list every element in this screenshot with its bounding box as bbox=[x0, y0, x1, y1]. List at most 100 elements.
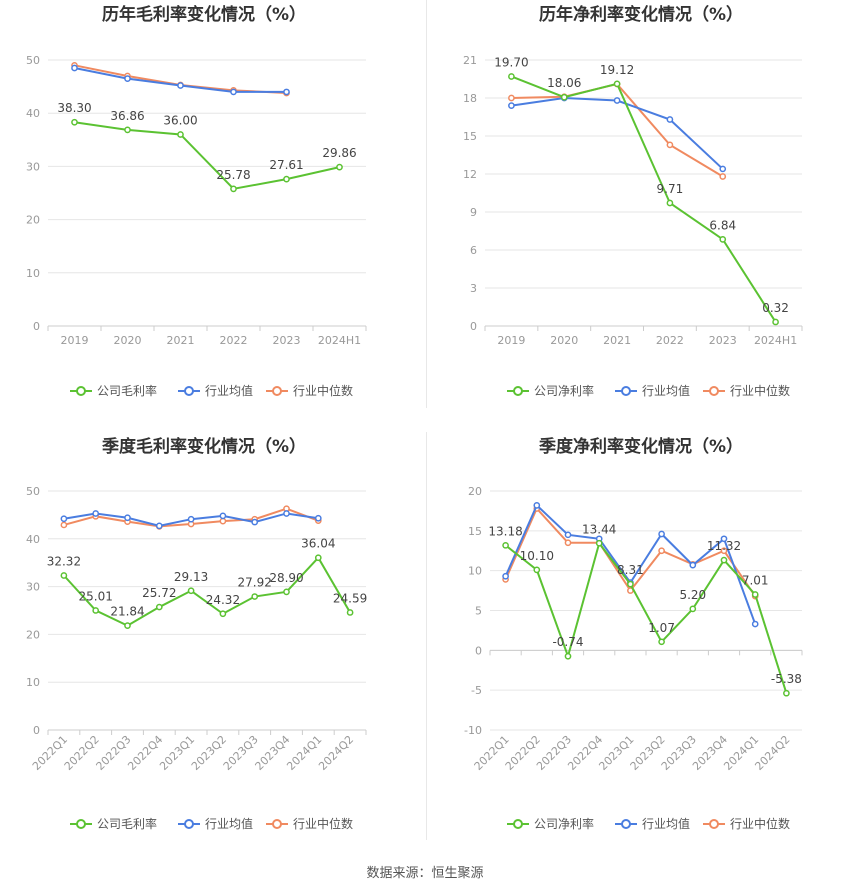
legend-marker-dot bbox=[709, 386, 719, 396]
data-point-industry_avg bbox=[219, 512, 227, 520]
data-label: 25.78 bbox=[216, 168, 250, 182]
y-tick-label: 9 bbox=[470, 206, 477, 219]
x-tick-label: 2024Q2 bbox=[316, 733, 356, 773]
y-tick-label: 20 bbox=[26, 628, 40, 641]
x-tick-label: 2020 bbox=[550, 334, 578, 347]
y-tick-label: 15 bbox=[463, 130, 477, 143]
data-point-company bbox=[155, 603, 163, 611]
data-label: 28.90 bbox=[269, 571, 303, 585]
data-point-industry_median bbox=[564, 539, 572, 547]
legend-marker-dot bbox=[513, 386, 523, 396]
data-point-company bbox=[666, 199, 674, 207]
data-point-industry_avg bbox=[689, 561, 697, 569]
data-point-industry_median bbox=[60, 521, 68, 529]
data-point-company bbox=[564, 652, 572, 660]
y-tick-label: 15 bbox=[468, 525, 482, 538]
data-label: 36.04 bbox=[301, 537, 335, 551]
legend-entry: 行业中位数 bbox=[293, 816, 353, 831]
data-point-industry_avg bbox=[71, 64, 78, 72]
legend-entry: 公司净利率 bbox=[534, 816, 594, 831]
data-point-company bbox=[658, 638, 665, 646]
y-tick-label: 3 bbox=[470, 282, 477, 295]
data-label: 29.13 bbox=[174, 570, 208, 584]
data-point-industry_avg bbox=[283, 510, 290, 517]
x-tick-label: 2021 bbox=[603, 334, 631, 347]
data-point-company bbox=[283, 588, 290, 596]
data-point-industry_median bbox=[658, 547, 665, 555]
y-tick-label: -10 bbox=[464, 724, 482, 737]
data-point-company bbox=[719, 236, 727, 243]
data-label: 10.10 bbox=[520, 549, 554, 563]
data-point-industry_avg bbox=[719, 165, 727, 173]
data-point-company bbox=[689, 605, 697, 613]
x-tick-label: 2023 bbox=[273, 334, 301, 347]
data-point-company bbox=[772, 318, 779, 326]
data-point-company bbox=[627, 580, 634, 588]
y-tick-label: 12 bbox=[463, 168, 477, 181]
legend-entry: 行业均值 bbox=[205, 816, 253, 831]
data-label: 29.86 bbox=[322, 146, 356, 160]
chart-title: 季度毛利率变化情况（%） bbox=[102, 436, 306, 457]
data-label: 6.84 bbox=[709, 218, 736, 232]
data-point-company bbox=[60, 572, 68, 579]
data-point-industry_median bbox=[666, 141, 674, 149]
legend-entry: 行业中位数 bbox=[730, 383, 790, 398]
series-line-company bbox=[74, 121, 340, 190]
data-label: 36.86 bbox=[110, 109, 144, 123]
data-point-company bbox=[508, 73, 515, 80]
data-point-industry_median bbox=[219, 517, 227, 525]
legend-entry: 行业均值 bbox=[642, 383, 690, 398]
data-point-company bbox=[92, 607, 100, 614]
data-point-company bbox=[560, 93, 568, 101]
data-label: 1.07 bbox=[648, 621, 675, 635]
data-label: 32.32 bbox=[47, 555, 81, 569]
chart-title: 季度净利率变化情况（%） bbox=[539, 436, 743, 457]
y-tick-label: 30 bbox=[26, 160, 40, 173]
data-point-company bbox=[230, 185, 237, 193]
y-tick-label: 6 bbox=[470, 244, 477, 257]
legend-marker-dot bbox=[621, 819, 631, 829]
data-point-industry_avg bbox=[124, 75, 131, 82]
data-point-industry_avg bbox=[720, 535, 728, 543]
legend-entry: 公司毛利率 bbox=[97, 383, 157, 398]
y-tick-label: 20 bbox=[26, 214, 40, 227]
x-tick-label: 2023 bbox=[709, 334, 737, 347]
data-label: 19.70 bbox=[494, 55, 528, 69]
legend-marker-dot bbox=[513, 819, 523, 829]
legend-entry: 公司净利率 bbox=[534, 383, 594, 398]
data-point-industry_avg bbox=[187, 515, 195, 523]
data-label: 8.31 bbox=[617, 563, 644, 577]
source-note: 数据来源：恒生聚源 bbox=[366, 866, 484, 881]
legend-entry: 公司毛利率 bbox=[97, 816, 157, 831]
x-tick-label: 2024Q2 bbox=[752, 733, 792, 773]
data-point-industry_avg bbox=[60, 515, 68, 523]
legend-entry: 行业中位数 bbox=[730, 816, 790, 831]
legend-marker-dot bbox=[184, 386, 194, 396]
data-point-company bbox=[124, 126, 131, 134]
data-label: 24.32 bbox=[206, 593, 240, 607]
y-tick-label: 10 bbox=[26, 267, 40, 280]
y-tick-label: 30 bbox=[26, 581, 40, 594]
data-point-industry_median bbox=[719, 173, 727, 180]
data-label: 13.44 bbox=[582, 522, 616, 536]
data-point-industry_avg bbox=[155, 522, 163, 530]
data-point-company bbox=[502, 541, 509, 549]
data-point-industry_median bbox=[508, 94, 515, 102]
data-point-industry_avg bbox=[751, 620, 759, 628]
series-line-company bbox=[511, 75, 777, 323]
data-point-industry_avg bbox=[508, 102, 515, 109]
x-tick-label: 2024H1 bbox=[318, 334, 361, 347]
data-label: 36.00 bbox=[163, 113, 197, 127]
y-tick-label: 10 bbox=[468, 565, 482, 578]
legend-entry: 行业均值 bbox=[205, 383, 253, 398]
data-point-company bbox=[783, 689, 790, 697]
legend-marker-dot bbox=[76, 386, 86, 396]
legend-marker-dot bbox=[76, 819, 86, 829]
data-label: 18.06 bbox=[547, 76, 581, 90]
y-tick-label: -5 bbox=[471, 684, 482, 697]
data-point-company bbox=[751, 591, 759, 598]
y-tick-label: 18 bbox=[463, 92, 477, 105]
chart-title: 历年毛利率变化情况（%） bbox=[102, 4, 306, 25]
series-line-company bbox=[504, 541, 788, 694]
